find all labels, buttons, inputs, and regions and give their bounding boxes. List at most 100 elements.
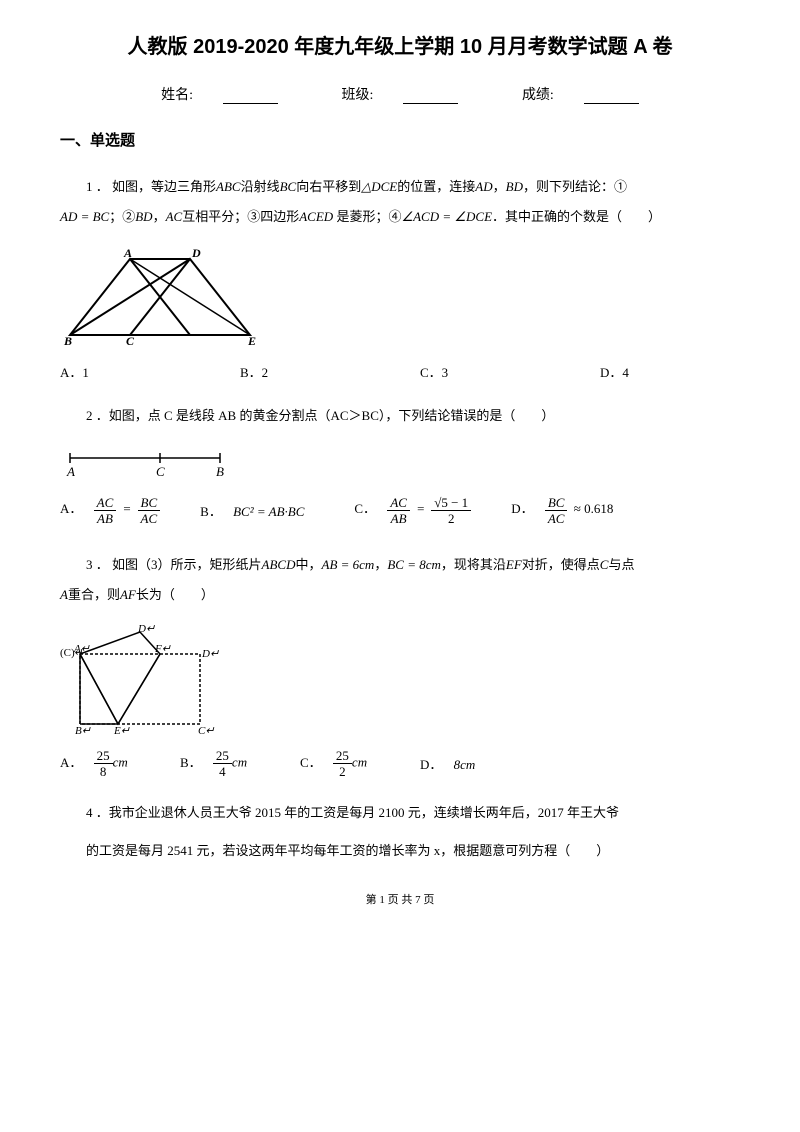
svg-text:D↵: D↵	[137, 624, 155, 635]
frac-den: 2	[333, 764, 352, 778]
frac-num: AC	[94, 496, 117, 511]
q3-af: AF	[120, 587, 136, 602]
q3-text: ，现将其沿	[441, 557, 506, 572]
unit: cm	[113, 755, 128, 770]
q1-num: 1 ．	[86, 179, 109, 194]
q3-bc8: BC = 8cm	[387, 557, 441, 572]
q1-bd2: BD	[135, 209, 152, 224]
svg-text:D: D	[191, 247, 201, 260]
question-2: 2 ．如图，点 C 是线段 AB 的黄金分割点（AC＞BC），下列结论错误的是（…	[60, 401, 740, 431]
opt-label: B．	[200, 504, 222, 519]
frac-den: AB	[94, 511, 117, 525]
frac-num: 25	[94, 749, 113, 764]
frac-den: AC	[138, 511, 161, 525]
score-label: 成绩:	[522, 88, 554, 103]
frac-den: 4	[213, 764, 232, 778]
q1-ad: AD	[475, 179, 492, 194]
q3-text: 中，	[295, 557, 321, 572]
eq: =	[416, 501, 425, 516]
q3-a: A	[60, 587, 68, 602]
q3-text: 重合，则	[68, 587, 120, 602]
q1-opt-b: B．2	[240, 362, 360, 381]
q1-ac: AC	[166, 209, 183, 224]
q1-text: ，	[153, 209, 166, 224]
svg-text:E: E	[247, 334, 256, 347]
opt-label: B．	[180, 755, 202, 770]
eq: =	[123, 501, 132, 516]
q1-opt-d: D．4	[600, 362, 629, 381]
q4-line1: 4 ．我市企业退休人员王大爷 2015 年的工资是每月 2100 元，连续增长两…	[86, 805, 619, 820]
q1-eq1: AD = BC	[60, 209, 109, 224]
q4-line2: 的工资是每月 2541 元，若设这两年平均每年工资的增长率为 x，根据题意可列方…	[86, 843, 609, 858]
q1-text: ，则下列结论：①	[523, 179, 627, 194]
q1-text: ．其中正确的个数是（ ）	[492, 209, 661, 224]
frac-den: 2	[431, 511, 471, 525]
opt-label: D．	[511, 501, 533, 516]
q2-opt-c: C． ACAB = √5 − 12	[354, 496, 471, 525]
q2-opt-a: A． ACAB = BCAC	[60, 496, 160, 525]
q2-opt-d: D． BCAC ≈ 0.618	[511, 496, 613, 525]
q1-options: A．1 B．2 C．3 D．4	[60, 362, 740, 381]
name-label: 姓名:	[161, 88, 193, 103]
q1-bd: BD	[506, 179, 523, 194]
q1-text: 互相平分；③四边形	[182, 209, 299, 224]
frac-den: AC	[545, 511, 568, 525]
question-3: 3 ． 如图（3）所示，矩形纸片ABCD中，AB = 6cm，BC = 8cm，…	[60, 550, 740, 610]
q2-options: A． ACAB = BCAC B． BC² = AB·BC C． ACAB = …	[60, 496, 740, 525]
svg-text:A: A	[123, 247, 132, 260]
svg-text:C↵: C↵	[198, 725, 215, 734]
q3-figure: (C)↵ A↵ D↵ F↵ D↵ B↵ E↵ C↵	[60, 624, 740, 734]
opt-label: C．	[300, 755, 322, 770]
page-title: 人教版 2019-2020 年度九年级上学期 10 月月考数学试题 A 卷	[60, 30, 740, 59]
q1-text: ，	[493, 179, 506, 194]
q1-text: 是菱形；④	[333, 209, 401, 224]
q3-opt-b: B． 254cm	[180, 749, 300, 778]
q3-opt-a: A． 258cm	[60, 749, 180, 778]
q3-text: 对折，使得点	[522, 557, 600, 572]
expr: BC² = AB·BC	[233, 504, 304, 519]
q1-opt-c: C．3	[420, 362, 540, 381]
svg-text:A: A	[66, 464, 75, 479]
svg-text:B↵: B↵	[75, 725, 91, 734]
frac-num: BC	[545, 496, 568, 511]
svg-text:D↵: D↵	[201, 648, 219, 660]
opt-label: D．	[420, 757, 442, 772]
frac-num: BC	[138, 496, 161, 511]
q1-text: ；②	[109, 209, 135, 224]
q1-aced: ACED	[299, 209, 333, 224]
student-info: 姓名: 班级: 成绩:	[60, 84, 740, 104]
frac-num: 25	[333, 749, 352, 764]
expr: 8cm	[454, 757, 476, 772]
q1-figure: A D B C E	[60, 247, 740, 347]
name-blank	[223, 103, 278, 104]
exam-page: 人教版 2019-2020 年度九年级上学期 10 月月考数学试题 A 卷 姓名…	[0, 0, 800, 927]
q1-text: 沿射线	[241, 179, 280, 194]
frac-den: AB	[387, 511, 410, 525]
svg-text:B: B	[216, 464, 224, 479]
q1-text: 的位置，连接	[397, 179, 475, 194]
opt-label: A．	[60, 501, 82, 516]
question-4: 4 ．我市企业退休人员王大爷 2015 年的工资是每月 2100 元，连续增长两…	[60, 798, 740, 828]
class-label: 班级:	[342, 88, 374, 103]
q3-num: 3 ．	[86, 557, 109, 572]
svg-text:C: C	[126, 334, 135, 347]
q3-ab6: AB = 6cm	[322, 557, 375, 572]
unit: cm	[232, 755, 247, 770]
section-title: 一、单选题	[60, 129, 740, 150]
frac-num: AC	[387, 496, 410, 511]
q3-text: 如图（3）所示，矩形纸片	[112, 557, 262, 572]
question-1: 1 ． 如图，等边三角形ABC沿射线BC向右平移到△DCE的位置，连接AD，BD…	[60, 172, 740, 232]
q1-ang: ∠ACD = ∠DCE	[401, 209, 492, 224]
unit: cm	[352, 755, 367, 770]
q3-text: 与点	[608, 557, 634, 572]
q3-options: A． 258cm B． 254cm C． 252cm D． 8cm	[60, 749, 740, 778]
svg-text:C: C	[156, 464, 165, 479]
q1-text: 向右平移到	[296, 179, 361, 194]
q1-dce: △DCE	[361, 179, 397, 194]
q2-opt-b: B． BC² = AB·BC	[200, 501, 304, 520]
frac-den: 8	[94, 764, 113, 778]
q3-opt-c: C． 252cm	[300, 749, 420, 778]
q3-text: ，	[374, 557, 387, 572]
q2-figure: A C B	[60, 446, 740, 481]
q1-opt-a: A．1	[60, 362, 180, 381]
